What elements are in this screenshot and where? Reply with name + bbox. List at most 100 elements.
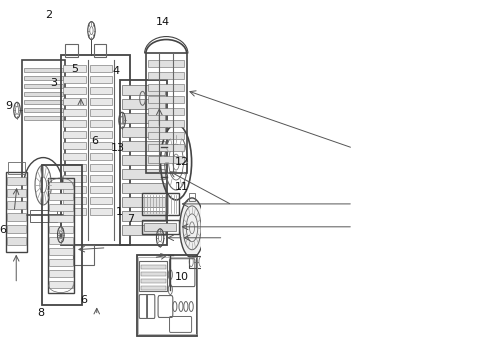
Bar (49, 182, 73, 189)
Bar (63, 66, 86, 72)
Bar (142, 193, 178, 215)
Text: 3: 3 (50, 78, 57, 88)
Bar (63, 175, 86, 182)
Bar (49, 237, 73, 244)
Bar (142, 220, 178, 234)
Bar (148, 84, 184, 91)
Bar (24, 92, 63, 96)
Bar (63, 142, 86, 149)
Bar (90, 164, 112, 171)
Bar (63, 186, 86, 193)
Bar (122, 155, 165, 165)
Bar (90, 153, 112, 160)
Bar (90, 175, 112, 182)
Bar (24, 76, 63, 80)
Bar (7, 189, 25, 197)
Bar (148, 144, 184, 151)
Bar (24, 68, 63, 72)
Bar (63, 208, 86, 215)
Bar (24, 100, 63, 104)
Bar (90, 98, 112, 105)
Bar (148, 120, 184, 127)
Bar (141, 265, 166, 269)
Bar (148, 60, 184, 67)
Bar (24, 84, 63, 88)
Text: 6: 6 (80, 295, 87, 305)
Bar (146, 54, 187, 173)
Bar (122, 211, 165, 221)
Bar (63, 197, 86, 204)
Bar (189, 256, 203, 268)
Bar (49, 226, 73, 233)
Bar (49, 280, 73, 288)
Text: 5: 5 (71, 64, 78, 74)
Bar (63, 131, 86, 138)
Bar (74, 245, 94, 265)
Text: 4: 4 (113, 66, 120, 76)
Bar (42, 165, 82, 305)
Bar (122, 99, 165, 109)
Bar (90, 142, 112, 149)
Bar (7, 237, 25, 245)
Text: 8: 8 (37, 308, 44, 318)
Circle shape (180, 198, 204, 258)
Bar (48, 178, 74, 293)
Bar (90, 186, 112, 193)
Bar (7, 213, 25, 221)
Bar (61, 55, 130, 245)
Bar (65, 44, 77, 58)
Bar (90, 76, 112, 84)
Bar (122, 169, 165, 179)
Bar (90, 197, 112, 204)
Bar (141, 285, 166, 289)
Text: 7: 7 (127, 215, 134, 224)
Bar (141, 272, 166, 276)
Bar (148, 96, 184, 103)
Bar (49, 270, 73, 276)
Bar (24, 108, 63, 112)
Bar (63, 120, 86, 127)
Bar (122, 127, 165, 137)
Text: 14: 14 (156, 17, 170, 27)
Bar (7, 225, 25, 233)
Bar (63, 164, 86, 171)
Bar (122, 183, 165, 193)
Bar (90, 208, 112, 215)
Bar (122, 197, 165, 207)
Text: 2: 2 (45, 10, 52, 20)
Bar (148, 156, 184, 163)
Bar (90, 87, 112, 94)
Text: 13: 13 (110, 143, 124, 153)
Bar (139, 261, 167, 291)
Bar (63, 98, 86, 105)
Bar (7, 201, 25, 209)
Bar (90, 131, 112, 138)
Bar (122, 225, 165, 235)
Text: 6: 6 (91, 136, 98, 145)
Bar (63, 109, 86, 116)
Text: 6: 6 (0, 225, 7, 235)
Bar (63, 76, 86, 84)
Bar (8, 162, 25, 174)
Bar (63, 87, 86, 94)
Bar (94, 44, 106, 58)
Bar (90, 109, 112, 116)
Bar (63, 153, 86, 160)
Bar (189, 193, 196, 201)
Bar (137, 255, 197, 336)
Bar (148, 132, 184, 139)
Bar (120, 80, 167, 245)
Bar (148, 108, 184, 115)
Bar (138, 257, 196, 334)
Bar (49, 215, 73, 222)
Bar (144, 223, 176, 231)
Bar (30, 210, 57, 222)
Bar (90, 66, 112, 72)
Bar (122, 141, 165, 151)
Bar (24, 116, 63, 120)
Bar (122, 85, 165, 95)
Bar (49, 248, 73, 255)
Text: 10: 10 (175, 272, 189, 282)
Bar (148, 72, 184, 80)
Text: 9: 9 (5, 102, 12, 112)
